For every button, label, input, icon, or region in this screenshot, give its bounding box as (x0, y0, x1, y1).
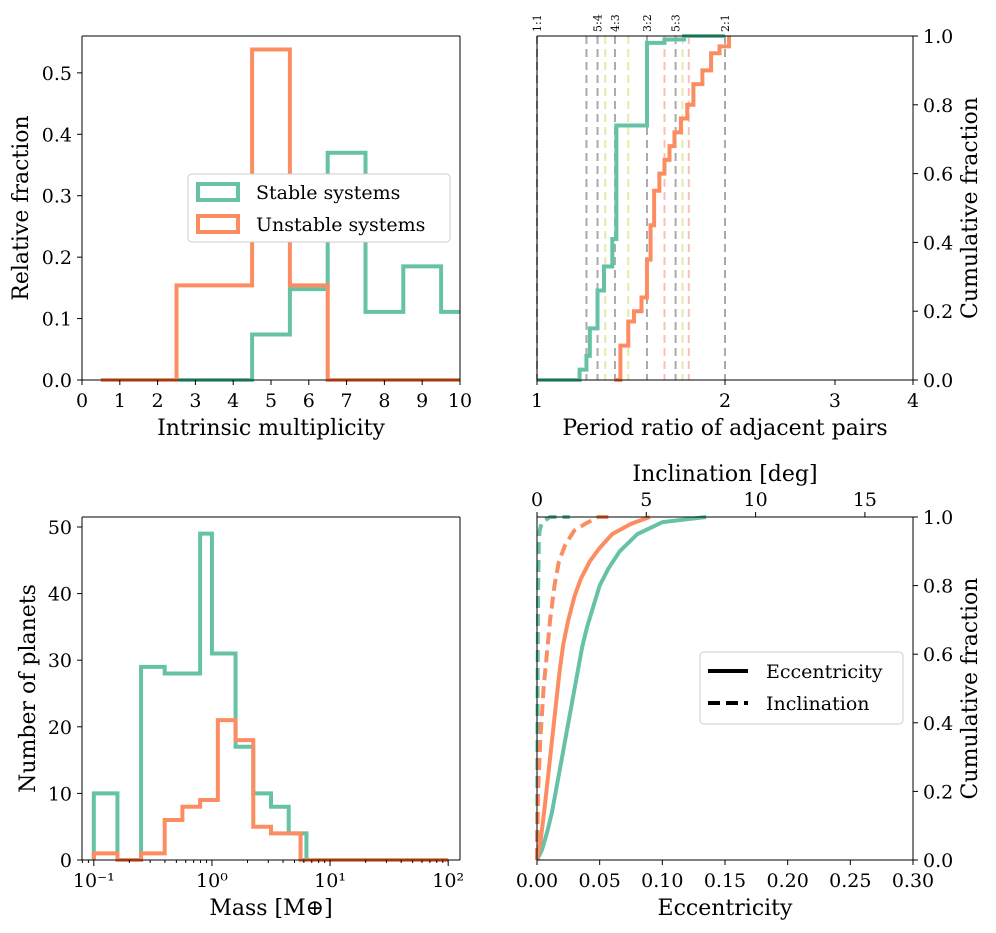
resonance-label: 2:1 (719, 14, 732, 32)
mass-plot: 10⁻¹ 10⁰ 10¹ 10² 0 10 20 30 40 50 Mass [M⊕] Number … (16, 517, 464, 921)
x-tick-label: 7 (341, 390, 353, 412)
period-cdf-unstable (614, 36, 732, 382)
x-axis-label: Intrinsic multiplicity (157, 416, 385, 441)
y-tick-label: 40 (48, 584, 72, 606)
x2-tick-label: 0 (531, 489, 543, 511)
resonance-label: 4:3 (609, 14, 622, 32)
x-tick-label: 1 (531, 390, 543, 412)
y-tick-label: 0.6 (923, 644, 953, 666)
y-tick-label: 50 (48, 517, 72, 539)
y-tick-label: 0.8 (923, 576, 953, 598)
y-tick-label: 0.8 (923, 95, 953, 117)
legend-label: Stable systems (256, 182, 400, 204)
x2-axis-label: Inclination [deg] (632, 462, 817, 487)
legend-swatch (196, 214, 240, 234)
x-tick-label: 8 (378, 390, 390, 412)
multiplicity-plot: 0 1 2 3 4 5 6 7 8 9 10 0.0 0.1 0.2 0.3 0.4 0.5 Intrinsic … (9, 47, 472, 441)
x-tick-label: 0.25 (829, 870, 871, 892)
x-tick-label: 10² (432, 870, 464, 892)
y-tick-label: 0.2 (923, 301, 953, 323)
x-tick-label: 0.20 (767, 870, 809, 892)
inc-cdf-unstable (535, 515, 610, 861)
y-tick-label: 0.0 (923, 850, 953, 872)
y-tick-label: 30 (48, 650, 72, 672)
x-tick-label: 3 (829, 390, 841, 412)
x-tick-label: 10¹ (314, 870, 346, 892)
legend-label: Inclination (766, 693, 870, 715)
mass-hist-stable (91, 531, 449, 862)
y-tick-label: 0.3 (42, 186, 72, 208)
y-axis-label: Relative fraction (9, 115, 34, 300)
period-cdf-stable (537, 34, 725, 382)
x-axis-label: Period ratio of adjacent pairs (562, 416, 887, 441)
y-tick-label: 0.5 (42, 63, 72, 85)
ecc-cdf-unstable (535, 515, 651, 861)
y-axis-label: Number of planets (16, 584, 41, 793)
x-tick-label: 5 (265, 390, 277, 412)
y-tick-label: 0.2 (42, 247, 72, 269)
x-tick-label: 6 (303, 390, 315, 412)
x-tick-label: 10⁰ (196, 870, 228, 892)
y-axis-label: Cumulative fraction (958, 97, 983, 319)
y-axis-label: Cumulative fraction (958, 578, 983, 800)
y-tick-label: 0.4 (42, 124, 72, 146)
y-tick-label: 0.0 (923, 370, 953, 392)
x-tick-label: 0.10 (641, 870, 683, 892)
legend-swatch (196, 182, 240, 202)
x-tick-label: 2 (719, 390, 731, 412)
x-tick-label: 0.05 (579, 870, 621, 892)
x-axis-label: Mass [M⊕] (209, 896, 332, 921)
resonance-label: 5:4 (592, 14, 605, 32)
y-tick-label: 1.0 (923, 507, 953, 529)
x-tick-label: 9 (416, 390, 428, 412)
x-tick-label: 2 (152, 390, 164, 412)
x-tick-label: 0 (76, 390, 88, 412)
y-tick-label: 10 (48, 783, 72, 805)
y-tick-label: 0 (60, 850, 72, 872)
legend-box (187, 173, 451, 243)
x-tick-label: 10 (448, 390, 472, 412)
x-tick-label: 3 (189, 390, 201, 412)
legend-label: Unstable systems (256, 214, 425, 236)
resonance-label: 3:2 (641, 14, 654, 32)
x-tick-label: 10⁻¹ (73, 870, 115, 892)
ecc-inc-plot: 0.00 0.05 0.10 0.15 0.20 0.25 0.30 0 5 10 15 0.0 0.2… (516, 462, 983, 921)
x-tick-label: 4 (907, 390, 919, 412)
x-tick-label: 1 (114, 390, 126, 412)
x-tick-label: 0.15 (704, 870, 746, 892)
y-tick-label: 0.4 (923, 232, 953, 254)
multiplicity-legend: Stable systems Unstable systems (187, 173, 451, 243)
x-tick-label: 4 (227, 390, 239, 412)
x2-tick-label: 5 (640, 489, 652, 511)
y-tick-label: 0.2 (923, 781, 953, 803)
x2-tick-label: 10 (744, 489, 768, 511)
x-tick-label: 0.00 (516, 870, 558, 892)
y-tick-label: 0.0 (42, 370, 72, 392)
period-ratio-plot: 1:1 5:4 4:3 3:2 5:3 2:1 1 2 3 40.0 0.2 0.4 0.6 0.8 1.0… (531, 14, 983, 441)
legend-label: Eccentricity (766, 661, 883, 683)
y-tick-label: 0.1 (42, 309, 72, 331)
mass-hist-unstable (91, 718, 449, 862)
x-axis-label: Eccentricity (658, 896, 793, 921)
y-tick-label: 20 (48, 717, 72, 739)
ecc-legend: Eccentricity Inclination (699, 651, 904, 725)
ecc-cdf-stable (535, 515, 707, 861)
legend-box (699, 651, 904, 725)
y-tick-label: 0.4 (923, 713, 953, 735)
x2-tick-label: 15 (853, 489, 877, 511)
y-tick-label: 0.6 (923, 164, 953, 186)
x-tick-label: 0.30 (892, 870, 934, 892)
resonance-label: 1:1 (531, 14, 544, 32)
resonance-label: 5:3 (670, 14, 683, 32)
y-tick-label: 1.0 (923, 26, 953, 48)
